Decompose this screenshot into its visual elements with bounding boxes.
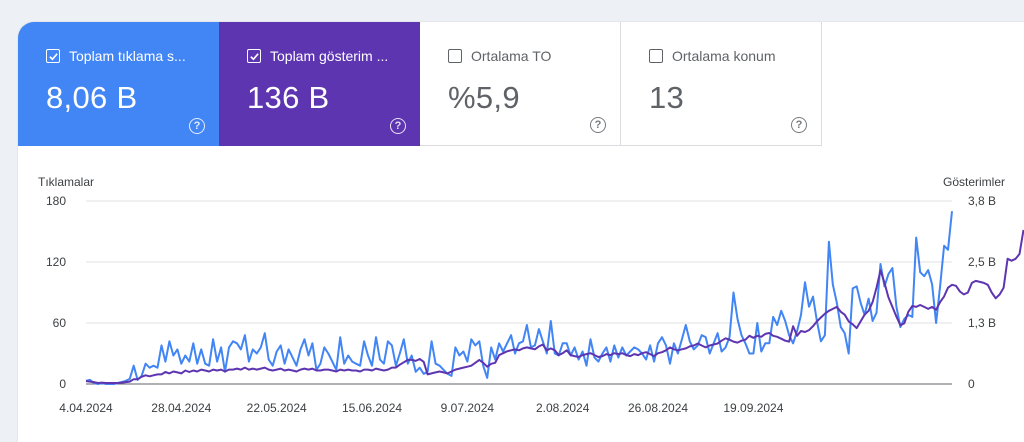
checkbox-unchecked-icon[interactable] [448, 49, 462, 63]
help-icon[interactable]: ? [590, 117, 606, 133]
right-tick-label: 1,3 B [968, 316, 996, 330]
x-axis-ticks: 4.04.2024 28.04.2024 22.05.2024 15.06.2024 9… [59, 401, 783, 415]
clicks-series-line [85, 211, 953, 385]
metric-header: Ortalama konum [649, 48, 821, 64]
left-axis-title: Tıklamalar [38, 175, 94, 189]
metric-tabs: Toplam tıklama s... 8,06 B ? Toplam göst… [18, 22, 822, 146]
x-tick-label: 19.09.2024 [723, 401, 783, 415]
metric-total-clicks[interactable]: Toplam tıklama s... 8,06 B ? [18, 22, 219, 146]
metric-label: Ortalama konum [672, 48, 776, 64]
x-tick-label: 22.05.2024 [247, 401, 307, 415]
checkbox-checked-icon[interactable] [247, 49, 261, 63]
metric-average-position[interactable]: Ortalama konum 13 ? [621, 22, 822, 146]
left-tick-label: 0 [59, 377, 66, 391]
x-tick-label: 9.07.2024 [441, 401, 495, 415]
left-tick-label: 120 [46, 255, 66, 269]
metric-header: Toplam gösterim ... [247, 48, 420, 64]
metric-header: Toplam tıklama s... [46, 48, 219, 64]
metric-value: 13 [649, 80, 685, 115]
left-tick-label: 60 [53, 316, 67, 330]
performance-card: Toplam tıklama s... 8,06 B ? Toplam göst… [18, 22, 1024, 442]
help-icon[interactable]: ? [390, 118, 406, 134]
right-tick-label: 3,8 B [968, 194, 996, 208]
y-axis-ticks: 0 0 60 1,3 B 120 2,5 B 180 3,8 B [46, 194, 996, 391]
checkbox-checked-icon[interactable] [46, 49, 60, 63]
chart-grid [86, 200, 952, 385]
x-tick-label: 2.08.2024 [536, 401, 590, 415]
metric-average-ctr[interactable]: Ortalama TO %5,9 ? [420, 22, 621, 146]
x-tick-label: 15.06.2024 [342, 401, 402, 415]
metric-label: Toplam tıklama s... [69, 48, 186, 64]
x-tick-label: 28.04.2024 [151, 401, 211, 415]
right-tick-label: 0 [968, 377, 975, 391]
metric-value: 8,06 B [46, 80, 138, 115]
metric-label: Toplam gösterim ... [270, 48, 389, 64]
left-tick-label: 180 [46, 194, 66, 208]
x-tick-label: 4.04.2024 [59, 401, 113, 415]
right-axis-title: Gösterimler [943, 175, 1005, 189]
metric-value: 136 B [247, 80, 330, 115]
metric-header: Ortalama TO [448, 48, 620, 64]
chart-lines [85, 211, 1024, 385]
help-icon[interactable]: ? [791, 117, 807, 133]
metric-total-impressions[interactable]: Toplam gösterim ... 136 B ? [219, 22, 420, 146]
impressions-series-line [85, 229, 1024, 384]
x-tick-label: 26.08.2024 [628, 401, 688, 415]
metric-value: %5,9 [448, 80, 520, 115]
metric-label: Ortalama TO [471, 48, 552, 64]
right-tick-label: 2,5 B [968, 255, 996, 269]
performance-chart: Tıklamalar Gösterimler 0 0 60 1,3 B 120 2,5 B… [38, 175, 1024, 415]
checkbox-unchecked-icon[interactable] [649, 49, 663, 63]
help-icon[interactable]: ? [189, 118, 205, 134]
